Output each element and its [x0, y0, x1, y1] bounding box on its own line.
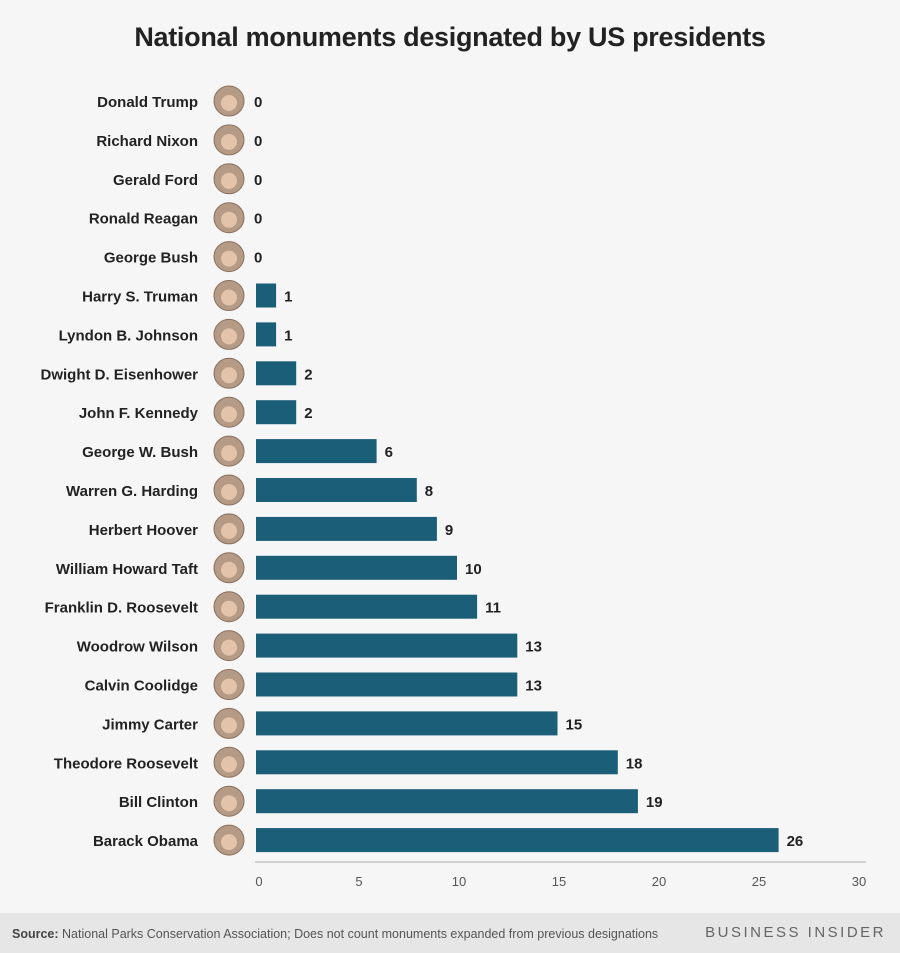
- data-label: 1: [284, 289, 292, 306]
- category-label: Herbert Hoover: [89, 522, 198, 539]
- portrait-face-icon: [221, 172, 237, 189]
- bar: [256, 439, 377, 464]
- bar: [256, 789, 638, 814]
- x-tick-label: 10: [452, 874, 466, 889]
- bar: [256, 322, 277, 347]
- portrait-face-icon: [221, 795, 237, 812]
- data-label: 8: [425, 483, 433, 500]
- portrait-face-icon: [221, 756, 237, 773]
- data-label: 26: [787, 833, 804, 850]
- category-label: Donald Trump: [97, 94, 198, 111]
- portrait-face-icon: [221, 250, 237, 267]
- data-label: 10: [465, 561, 482, 578]
- portrait-face-icon: [221, 289, 237, 306]
- category-label: George Bush: [104, 250, 198, 267]
- category-label: Barack Obama: [93, 833, 199, 850]
- source-text: National Parks Conservation Association;…: [58, 927, 659, 941]
- bar: [256, 594, 478, 619]
- category-label: Richard Nixon: [96, 133, 198, 150]
- category-label: Gerald Ford: [113, 172, 198, 189]
- portrait-face-icon: [221, 445, 237, 462]
- data-label: 6: [385, 444, 393, 461]
- data-label: 0: [254, 211, 262, 228]
- data-label: 19: [646, 794, 663, 811]
- data-label: 13: [525, 639, 542, 656]
- data-label: 2: [304, 405, 312, 422]
- bar: [256, 555, 457, 580]
- x-tick-label: 25: [752, 874, 766, 889]
- brand-logo: BUSINESS INSIDER: [705, 924, 886, 941]
- data-label: 0: [254, 133, 262, 150]
- portrait-face-icon: [221, 367, 237, 384]
- portrait-face-icon: [221, 522, 237, 539]
- portrait-face-icon: [221, 678, 237, 695]
- source-note: Source: National Parks Conservation Asso…: [12, 927, 658, 941]
- bar: [256, 516, 437, 541]
- data-label: 18: [626, 755, 643, 772]
- category-label: Bill Clinton: [119, 794, 198, 811]
- category-label: John F. Kennedy: [79, 405, 199, 422]
- bar: [256, 283, 277, 308]
- x-tick-label: 15: [552, 874, 566, 889]
- data-label: 2: [304, 366, 312, 383]
- portrait-face-icon: [221, 211, 237, 228]
- category-label: William Howard Taft: [56, 561, 198, 578]
- category-label: George W. Bush: [82, 444, 198, 461]
- category-label: Woodrow Wilson: [77, 639, 198, 656]
- data-label: 0: [254, 250, 262, 267]
- bar: [256, 633, 518, 658]
- portrait-face-icon: [221, 95, 237, 111]
- portrait-face-icon: [221, 600, 237, 617]
- bar: [256, 828, 779, 853]
- category-label: Lyndon B. Johnson: [59, 327, 198, 344]
- data-label: 9: [445, 522, 453, 539]
- data-label: 0: [254, 172, 262, 189]
- x-tick-label: 30: [852, 874, 866, 889]
- bar: [256, 672, 518, 697]
- category-label: Warren G. Harding: [66, 483, 198, 500]
- category-label: Harry S. Truman: [82, 289, 198, 306]
- category-label: Dwight D. Eisenhower: [40, 366, 198, 383]
- bar: [256, 478, 417, 502]
- portrait-face-icon: [221, 717, 237, 734]
- portrait-face-icon: [221, 639, 237, 656]
- portrait-face-icon: [221, 406, 237, 423]
- bar-chart: Donald Trump 0 Richard Nixon 0 Gerald Ford 0 R…: [40, 85, 866, 889]
- portrait-face-icon: [221, 561, 237, 578]
- portrait-face-icon: [221, 834, 237, 851]
- portrait-face-icon: [221, 133, 237, 150]
- bar: [256, 711, 558, 736]
- bar: [256, 750, 618, 775]
- data-label: 11: [485, 600, 501, 617]
- x-tick-label: 0: [255, 874, 262, 889]
- data-label: 13: [525, 678, 542, 695]
- x-tick-label: 20: [652, 874, 666, 889]
- footer: Source: National Parks Conservation Asso…: [0, 913, 900, 953]
- category-label: Ronald Reagan: [89, 211, 198, 228]
- portrait-face-icon: [221, 484, 237, 500]
- bar: [256, 400, 297, 425]
- portrait-face-icon: [221, 328, 237, 345]
- data-label: 15: [566, 716, 583, 733]
- category-label: Theodore Roosevelt: [54, 755, 198, 772]
- data-label: 0: [254, 94, 262, 111]
- category-label: Jimmy Carter: [102, 716, 198, 733]
- category-label: Franklin D. Roosevelt: [45, 600, 198, 617]
- data-label: 1: [284, 327, 292, 344]
- chart-title: National monuments designated by US pres…: [134, 22, 766, 52]
- source-label: Source:: [12, 927, 59, 941]
- x-tick-label: 5: [355, 874, 362, 889]
- bar: [256, 361, 297, 386]
- category-label: Calvin Coolidge: [85, 678, 198, 695]
